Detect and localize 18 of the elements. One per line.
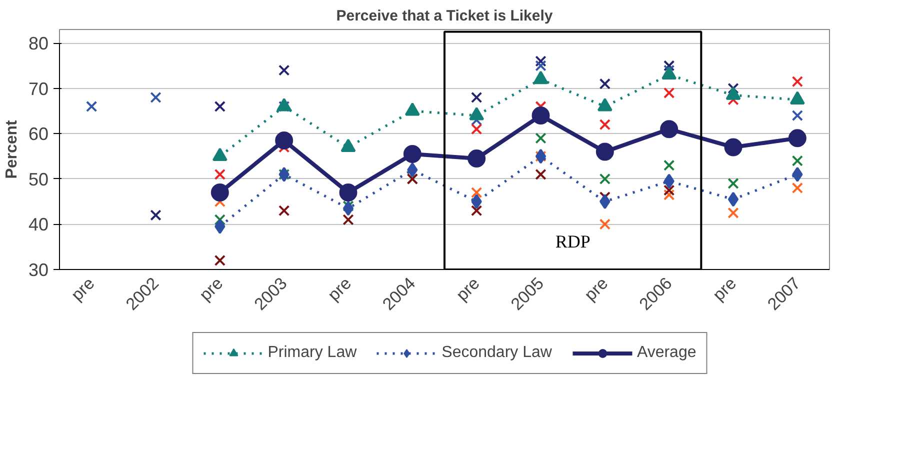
x-tick-label: pre: [709, 274, 740, 305]
legend-label: Secondary Law: [442, 344, 552, 362]
legend-label: Primary Law: [268, 344, 357, 362]
y-tick-label: 50: [28, 169, 49, 190]
y-tick-label: 70: [28, 78, 49, 99]
x-tick-label: pre: [196, 274, 227, 305]
y-tick-label: 80: [28, 34, 49, 54]
y-axis-title: Percent: [3, 119, 20, 179]
chart-title: Perceive that a Ticket is Likely: [336, 8, 554, 24]
x-tick-label: pre: [67, 274, 98, 305]
y-tick-label: 30: [28, 260, 49, 280]
x-tick-label: pre: [324, 274, 355, 305]
legend-label: Average: [636, 344, 696, 362]
y-tick-label: 40: [28, 214, 49, 235]
x-tick-label: pre: [452, 274, 484, 305]
x-tick-label: pre: [580, 274, 612, 305]
y-tick-label: 60: [28, 124, 49, 144]
annotation: RDP: [555, 231, 590, 252]
